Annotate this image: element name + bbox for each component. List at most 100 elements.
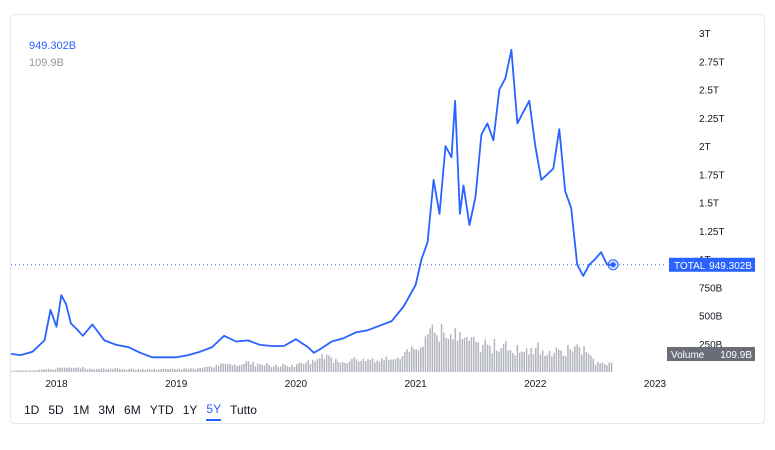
volume-bar xyxy=(390,359,392,372)
volume-bar xyxy=(307,360,309,372)
volume-bar xyxy=(594,364,597,372)
volume-bar xyxy=(463,337,466,372)
volume-bar xyxy=(312,360,314,372)
volume-bar xyxy=(151,369,153,372)
volume-bar xyxy=(89,368,91,372)
volume-label-value: 109.9B xyxy=(720,350,752,361)
volume-bar xyxy=(70,367,73,372)
range-option-tutto[interactable]: Tutto xyxy=(230,402,257,421)
volume-bar xyxy=(243,363,245,372)
volume-bar xyxy=(109,368,112,372)
volume-bar xyxy=(486,344,489,372)
volume-bar xyxy=(77,367,80,372)
volume-bar xyxy=(367,358,369,372)
volume-bar xyxy=(194,369,197,372)
volume-bar xyxy=(406,349,408,372)
volume-bar xyxy=(309,363,312,372)
volume-bar xyxy=(20,370,22,372)
volume-bar xyxy=(155,369,158,372)
volume-bar xyxy=(369,359,372,372)
volume-bar xyxy=(583,345,585,372)
volume-bar xyxy=(47,368,50,372)
volume-bar xyxy=(252,361,254,372)
volume-bar xyxy=(316,359,319,372)
volume-bar xyxy=(551,356,553,372)
volume-bar xyxy=(289,366,291,372)
volume-bar xyxy=(475,341,477,372)
y-tick-label: 2.5T xyxy=(699,86,719,97)
volume-bar xyxy=(59,368,61,372)
range-option-1d[interactable]: 1D xyxy=(24,402,39,421)
x-tick-label: 2022 xyxy=(524,379,547,390)
volume-bar xyxy=(466,337,468,372)
volume-bar xyxy=(254,366,257,372)
y-tick-label: 1.5T xyxy=(699,199,719,210)
volume-bar xyxy=(178,368,181,372)
volume-bar xyxy=(346,363,349,372)
volume-bar xyxy=(447,338,450,372)
range-option-6m[interactable]: 6M xyxy=(124,402,141,421)
y-tick-label: 1.25T xyxy=(699,227,725,238)
volume-bar xyxy=(263,365,266,372)
volume-bar xyxy=(443,332,445,372)
volume-bar xyxy=(608,362,611,372)
volume-bar xyxy=(284,364,287,372)
volume-bar xyxy=(337,361,339,372)
x-tick-label: 2018 xyxy=(45,379,68,390)
range-option-5y[interactable]: 5Y xyxy=(206,402,222,421)
volume-bar xyxy=(436,335,438,372)
series-line-layer xyxy=(11,49,667,359)
volume-bar xyxy=(539,354,542,372)
legend-volume-value: 109.9B xyxy=(29,57,64,69)
volume-bar xyxy=(15,370,18,372)
volume-bar xyxy=(261,364,264,372)
volume-bar xyxy=(489,345,491,372)
y-tick-label: 1.75T xyxy=(699,170,725,181)
volume-bar xyxy=(187,368,190,372)
last-point xyxy=(610,262,616,268)
volume-bar xyxy=(86,369,89,372)
volume-bar xyxy=(229,363,231,372)
volume-bar xyxy=(29,370,31,372)
volume-bar xyxy=(164,368,167,372)
volume-bar xyxy=(424,336,427,372)
volume-bar xyxy=(580,354,583,372)
range-option-1y[interactable]: 1Y xyxy=(183,402,198,421)
volume-bar xyxy=(139,369,142,372)
volume-bar xyxy=(63,367,66,372)
volume-bar xyxy=(440,323,443,372)
volume-bar xyxy=(535,347,537,372)
volume-bar xyxy=(505,340,507,372)
legend-total-value: 949.302B xyxy=(29,40,77,52)
volume-bar xyxy=(433,332,436,372)
y-tick-label: 2.25T xyxy=(699,114,725,125)
volume-bar xyxy=(399,359,401,372)
range-option-ytd[interactable]: YTD xyxy=(150,402,174,421)
range-option-3m[interactable]: 3M xyxy=(98,402,115,421)
volume-bar xyxy=(553,352,555,372)
volume-bar xyxy=(544,356,546,372)
volume-bar xyxy=(279,366,282,372)
volume-bar xyxy=(105,369,107,372)
volume-bar xyxy=(574,346,576,372)
volume-bar xyxy=(472,336,475,372)
volume-bar xyxy=(82,366,84,372)
volume-bar xyxy=(606,365,608,372)
volume-bar xyxy=(404,351,406,372)
range-option-5d[interactable]: 5D xyxy=(48,402,63,421)
volume-bar xyxy=(525,348,528,372)
volume-bar xyxy=(590,355,592,372)
volume-bar xyxy=(277,366,280,372)
volume-bar xyxy=(484,339,486,372)
volume-bar xyxy=(75,367,77,372)
volume-bar xyxy=(378,361,381,372)
volume-bar xyxy=(401,355,404,372)
volume-bar xyxy=(158,369,160,372)
volume-bar xyxy=(355,359,358,372)
chart-canvas[interactable]: 250B500B750B1T1.25T1.5T1.75T2T2.25T2.5T2… xyxy=(11,15,766,425)
volume-bar xyxy=(40,369,43,372)
volume-bar xyxy=(247,361,250,372)
volume-bar xyxy=(11,370,13,372)
volume-bar xyxy=(468,340,470,372)
range-option-1m[interactable]: 1M xyxy=(73,402,90,421)
